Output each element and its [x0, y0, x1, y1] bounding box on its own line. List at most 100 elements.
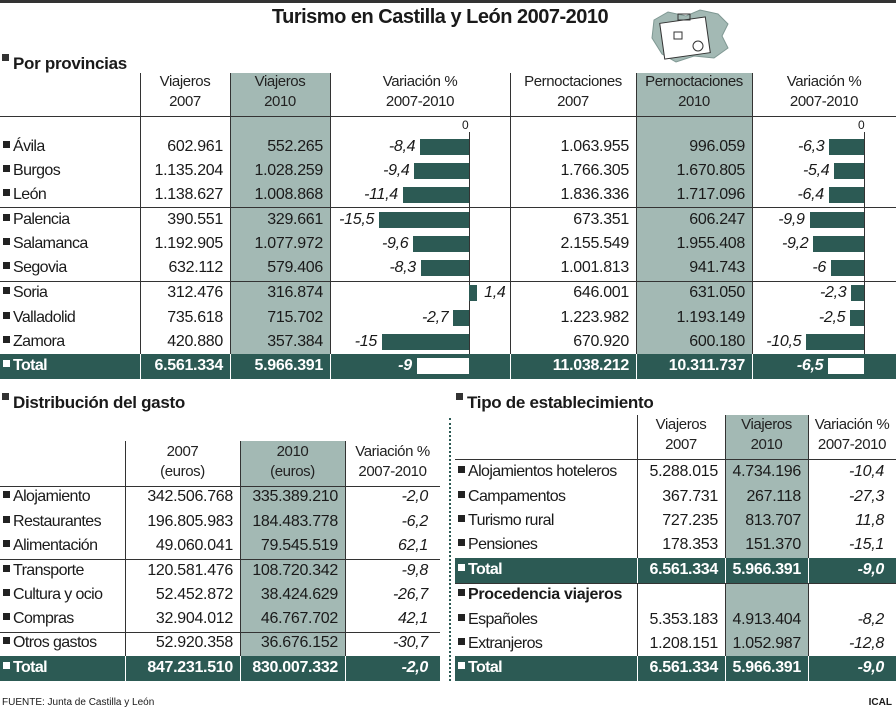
viajeros-2007: 602.961 — [167, 138, 223, 155]
row-label: Españoles — [468, 611, 538, 628]
pernoctaciones-variation-label: -5,4 — [802, 162, 830, 179]
row-label: Salamanca — [13, 235, 88, 252]
pernoctaciones-variation-bar — [831, 260, 864, 276]
viajeros-variation-label: -15,5 — [339, 211, 375, 228]
header-line: Variación % — [355, 443, 430, 460]
row-category: Turismo rural — [455, 510, 554, 532]
viajeros-2007: 390.551 — [167, 211, 223, 228]
row-province: Valladolid — [0, 307, 76, 329]
total-row — [455, 656, 896, 681]
row-province: Zamora — [0, 331, 65, 353]
value-2010: 335.389.210 — [252, 488, 338, 505]
bullet-icon — [3, 141, 10, 148]
column-header: 2010 (euros) — [240, 442, 345, 482]
row-label: Transporte — [13, 562, 84, 579]
column-header: Variación % 2007-2010 — [345, 442, 440, 482]
value-2010: 108.720.342 — [252, 562, 338, 579]
pernoctaciones-variation-bar — [851, 285, 864, 301]
bullet-icon — [3, 540, 10, 547]
zero-axis — [864, 132, 865, 354]
header-line: 2007 — [665, 436, 697, 453]
column-rule — [230, 354, 231, 379]
column-rule — [230, 73, 231, 379]
value-2007: 120.581.476 — [147, 562, 233, 579]
header-line: 2010 — [750, 436, 783, 453]
header-rule — [0, 486, 440, 487]
row-label: Alojamientos hoteleros — [468, 463, 617, 480]
row-label: Burgos — [13, 162, 61, 179]
row-label: Compras — [13, 610, 74, 627]
subsection-label: Procedencia viajeros — [468, 586, 623, 603]
bullet-icon — [3, 165, 10, 172]
header-line: 2007-2010 — [817, 436, 887, 453]
viajeros-variation-label: -8,4 — [388, 138, 416, 155]
row-category: Compras — [0, 608, 74, 630]
top-rule — [0, 0, 896, 3]
column-rule — [330, 354, 331, 379]
row-category: Campamentos — [455, 486, 566, 508]
pernoctaciones-2010: 1.193.149 — [676, 309, 746, 326]
total-2007: 6.561.334 — [649, 561, 719, 578]
value-2007: 727.235 — [662, 512, 718, 529]
header-line: Pernoctaciones — [645, 73, 743, 90]
row-label: Alimentación — [13, 537, 98, 554]
pernoctaciones-variation-label: -2,5 — [818, 309, 846, 326]
total-label: Total — [455, 657, 503, 679]
group-rule — [455, 583, 896, 584]
bullet-icon — [3, 637, 10, 644]
column-header: Viajeros 2010 — [230, 72, 330, 112]
viajeros-variation-label: -15 — [354, 333, 378, 350]
highlight-column-viajeros-2010 — [231, 73, 330, 354]
row-label: Pensiones — [468, 536, 538, 553]
variation: -10,4 — [849, 463, 884, 480]
viajeros-2007: 735.618 — [167, 309, 223, 326]
total-viajeros-variation-label: -9 — [398, 357, 412, 374]
credit: ICAL — [868, 697, 892, 708]
pernoctaciones-2010: 941.743 — [689, 259, 745, 276]
row-label: Soria — [13, 284, 48, 301]
column-rule — [752, 73, 753, 379]
header-line: 2007-2010 — [385, 93, 455, 110]
pernoctaciones-variation-bar — [806, 334, 864, 350]
row-label: León — [13, 186, 47, 203]
value-2010: 1.052.987 — [732, 635, 802, 652]
header-line: 2010 — [264, 93, 296, 110]
header-line: 2007 — [169, 93, 201, 110]
highlight-column — [726, 415, 808, 656]
total-viajeros-2010: 5.966.391 — [254, 357, 324, 374]
row-province: Ávila — [0, 136, 45, 158]
pernoctaciones-2007: 1.766.305 — [560, 162, 630, 179]
value-2007: 49.060.041 — [155, 537, 233, 554]
row-province: Burgos — [0, 160, 61, 182]
pernoctaciones-variation-label: -9,2 — [782, 235, 809, 252]
bullet-icon — [458, 614, 465, 621]
value-2010: 4.913.404 — [732, 611, 802, 628]
bullet-icon — [3, 262, 10, 269]
dotted-divider — [449, 418, 451, 681]
column-rule — [140, 73, 141, 379]
row-province: Salamanca — [0, 233, 88, 255]
bullet-icon — [458, 564, 465, 571]
row-category: Cultura y ocio — [0, 584, 103, 606]
row-label: Campamentos — [468, 488, 566, 505]
pernoctaciones-variation-label: -9,9 — [778, 211, 805, 228]
pernoctaciones-2010: 606.247 — [689, 211, 745, 228]
value-2007: 342.506.768 — [147, 488, 233, 505]
bullet-icon — [458, 589, 465, 596]
row-label: Zamora — [13, 333, 65, 350]
column-header: Viajeros 2010 — [725, 415, 808, 455]
group-rule — [0, 281, 896, 282]
viajeros-variation-bar — [379, 212, 469, 228]
viajeros-variation-label: -8,3 — [389, 259, 417, 276]
row-label: Segovia — [13, 259, 67, 276]
pernoctaciones-variation-bar — [828, 187, 864, 203]
viajeros-2007: 420.880 — [167, 333, 223, 350]
value-2010: 813.707 — [745, 512, 801, 529]
subsection-title: Procedencia viajeros — [455, 584, 622, 606]
column-header: Variación % 2007-2010 — [752, 72, 896, 112]
row-label: Restaurantes — [13, 513, 102, 530]
pernoctaciones-2010: 1.670.805 — [676, 162, 746, 179]
total-variation: -2,0 — [401, 659, 429, 676]
bullet-icon — [458, 515, 465, 522]
highlight-column — [241, 441, 345, 656]
